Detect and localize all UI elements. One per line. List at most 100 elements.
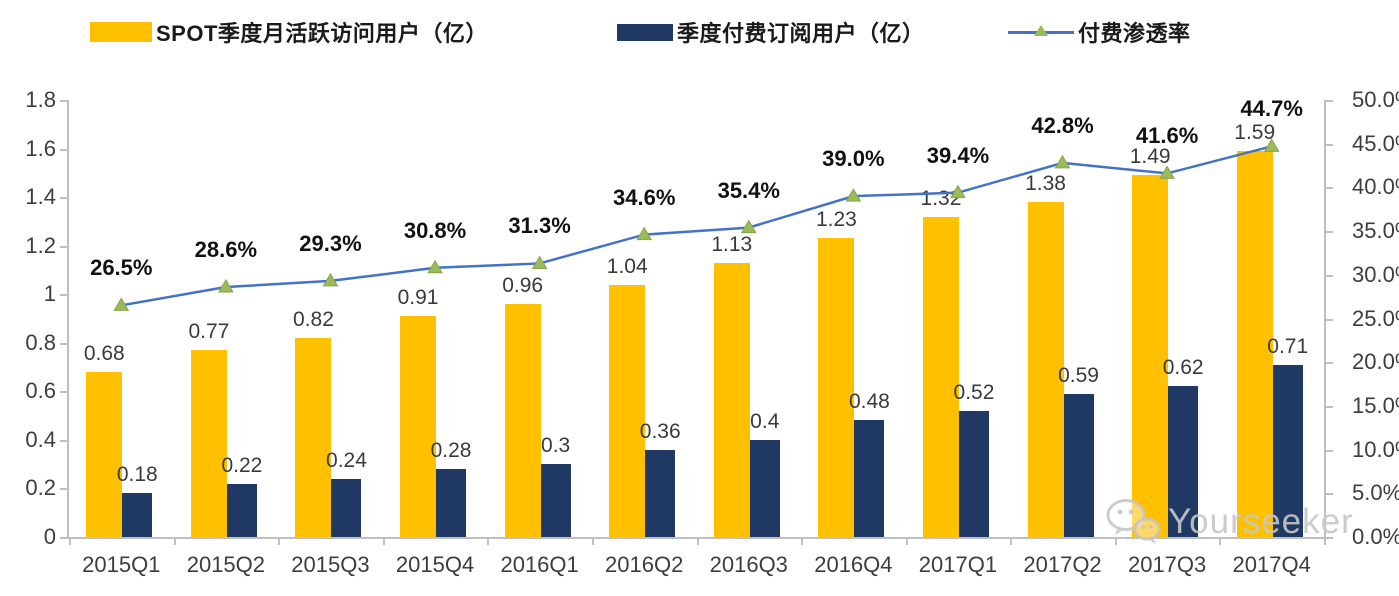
mau-bar <box>295 337 332 537</box>
mau-bar <box>190 350 227 537</box>
left-axis-tick <box>60 245 67 248</box>
right-axis-tick <box>1326 143 1333 146</box>
left-axis-tick-label: 0.8 <box>25 329 56 355</box>
wechat-icon <box>1106 499 1161 544</box>
mau-legend-label: SPOT季度月活跃访问用户（亿） <box>156 21 488 46</box>
left-axis-tick-label: 0.4 <box>25 426 56 452</box>
mau-value-label: 1.59 <box>1234 120 1276 144</box>
x-axis-label: 2016Q2 <box>605 552 684 577</box>
subs-value-label: 0.28 <box>430 439 472 463</box>
subs-value-label: 0.4 <box>750 409 780 433</box>
mau-legend-swatch <box>90 22 152 42</box>
subs-value-label: 0.3 <box>541 434 571 458</box>
x-axis-label: 2017Q4 <box>1232 552 1311 577</box>
x-axis-tick <box>905 539 908 545</box>
subs-bar <box>1272 364 1303 537</box>
mau-value-label: 0.68 <box>83 341 125 365</box>
right-axis-tick-label: 50.0% <box>1352 87 1399 112</box>
x-axis-label: 2016Q3 <box>709 552 788 577</box>
left-axis-tick-label: 1.2 <box>25 232 56 258</box>
penetration-legend-marker <box>1008 22 1074 42</box>
subs-bar <box>122 493 153 537</box>
mau-bar <box>504 303 541 537</box>
subs-bar <box>1063 393 1094 537</box>
subs-bar <box>958 410 989 537</box>
legend-item-subs: 季度付费订阅用户（亿） <box>617 16 925 48</box>
y-axis-left <box>67 100 69 539</box>
mau-bar <box>609 284 646 537</box>
mau-value-label: 0.82 <box>293 307 334 331</box>
x-axis-label: 2015Q4 <box>395 552 475 577</box>
right-axis-tick-label: 35.0% <box>1352 218 1399 244</box>
mau-bar <box>922 216 959 537</box>
subs-value-label: 0.48 <box>848 390 890 414</box>
subs-value-label: 0.52 <box>953 380 995 404</box>
x-axis-label: 2017Q3 <box>1127 552 1207 577</box>
right-axis-tick-label: 25.0% <box>1352 305 1399 331</box>
penetration-value-label: 31.3% <box>508 213 571 239</box>
left-axis-tick <box>60 148 67 151</box>
penetration-value-label: 34.6% <box>613 184 676 210</box>
penetration-point-marker <box>1054 154 1071 169</box>
subs-bar <box>540 464 571 537</box>
right-axis-tick-label: 15.0% <box>1352 392 1399 418</box>
x-axis-tick <box>173 539 176 545</box>
left-axis-tick <box>60 488 67 491</box>
right-axis-tick <box>1326 405 1333 408</box>
legend: SPOT季度月活跃访问用户（亿） 季度付费订阅用户（亿） 付费渗透率 <box>0 16 1399 52</box>
x-axis-tick <box>591 539 594 545</box>
penetration-value-label: 30.8% <box>403 217 467 243</box>
right-axis-tick <box>1326 537 1333 539</box>
mau-value-label: 0.91 <box>397 286 439 310</box>
x-axis-label: 2016Q1 <box>500 552 579 577</box>
right-axis-tick-label: 0.0% <box>1352 524 1399 549</box>
left-axis-tick-label: 0 <box>43 524 56 549</box>
x-axis-tick <box>1219 539 1222 545</box>
left-axis-tick <box>60 439 67 442</box>
right-axis-tick-label: 30.0% <box>1352 261 1399 287</box>
mau-bar <box>713 262 750 537</box>
subs-bar <box>226 483 257 537</box>
x-axis-tick <box>278 539 281 545</box>
y-axis-right <box>1324 100 1326 539</box>
left-axis-tick <box>60 537 67 539</box>
left-axis-tick-label: 0.6 <box>25 378 56 404</box>
subs-value-label: 0.59 <box>1058 363 1099 387</box>
subs-bar <box>854 420 885 537</box>
right-axis-tick <box>1326 100 1333 102</box>
penetration-value-label: 41.6% <box>1135 123 1199 149</box>
right-axis-tick-label: 45.0% <box>1352 130 1399 156</box>
penetration-point-marker <box>531 255 548 269</box>
legend-item-penetration: 付费渗透率 <box>1008 16 1191 48</box>
left-axis-tick <box>60 342 67 345</box>
penetration-value-label: 29.3% <box>299 230 362 256</box>
penetration-legend-label: 付费渗透率 <box>1078 21 1191 46</box>
x-axis-label: 2017Q2 <box>1023 552 1102 577</box>
mau-bar <box>400 316 437 537</box>
subs-legend-label: 季度付费订阅用户（亿） <box>677 21 925 46</box>
x-axis-tick <box>696 539 699 545</box>
subs-value-label: 0.71 <box>1267 334 1309 358</box>
x-axis-tick <box>1324 539 1326 545</box>
mau-value-label: 1.23 <box>815 208 857 232</box>
subs-value-label: 0.24 <box>326 448 367 472</box>
penetration-value-label: 26.5% <box>90 255 153 281</box>
penetration-value-label: 39.4% <box>926 142 990 168</box>
left-axis-tick-label: 1 <box>43 281 56 307</box>
penetration-point-marker <box>427 259 443 274</box>
left-axis-tick-label: 1.6 <box>25 135 56 161</box>
watermark: Yourseeker <box>1104 496 1354 548</box>
right-axis-tick <box>1326 449 1333 452</box>
mau-value-label: 0.77 <box>188 320 230 344</box>
watermark-text: Yourseeker <box>1168 502 1354 541</box>
mau-value-label: 1.38 <box>1025 171 1066 195</box>
x-axis-label: 2016Q4 <box>814 552 893 577</box>
subs-value-label: 0.18 <box>116 463 158 487</box>
left-axis-tick-label: 0.2 <box>25 475 56 501</box>
x-axis-label: 2015Q3 <box>291 552 370 577</box>
triangle-marker-icon <box>1034 25 1048 36</box>
left-axis-tick-label: 1.4 <box>25 184 56 210</box>
penetration-line-path <box>121 145 1273 307</box>
mau-bar <box>86 371 123 537</box>
mau-bar <box>818 238 855 537</box>
